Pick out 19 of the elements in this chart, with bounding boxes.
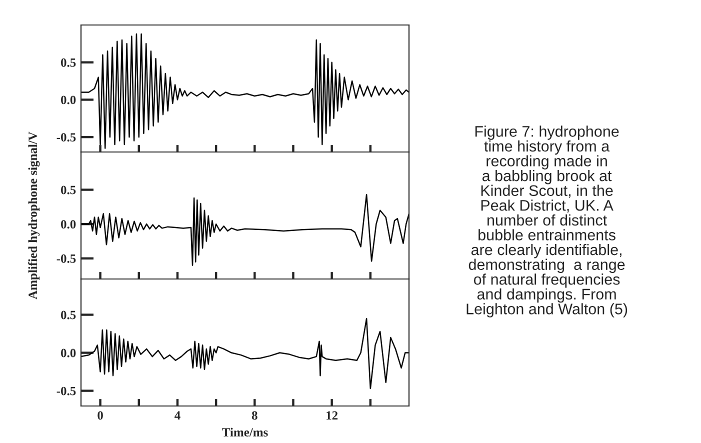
x-axis-title: Time/ms: [222, 428, 268, 437]
y-tick-label: 0.0: [60, 348, 76, 358]
y-tick-label: 0.0: [60, 220, 76, 229]
y-tick-label: 0.5: [60, 186, 76, 194]
y-tick-label: -0.5: [56, 133, 76, 142]
y-tick-label: -0.5: [56, 386, 76, 396]
line-series: [81, 194, 409, 266]
y-tick-label: 0.5: [60, 310, 76, 320]
x-tick-label: 0: [98, 411, 103, 420]
y-tick-label: 0.5: [60, 58, 76, 67]
y-tick-label: -0.5: [56, 254, 76, 263]
line-series: [81, 33, 409, 149]
text: Figure 7: hydrophone time history from a recording made in a babbling brook at Kinder Scout, in the Peak District, UK. A number of distinct bubble entrainments are clearly identifiable, demonstrating a range of natural frequencies and dampings. From Leighton and Walton (5): [466, 126, 628, 318]
x-tick-label: 4: [174, 411, 180, 420]
x-tick-label: 12: [326, 411, 338, 420]
line-series: [81, 318, 409, 390]
x-tick-label: 8: [252, 411, 258, 420]
y-axis-title: Amplified hydrophone signal/V: [28, 132, 40, 300]
y-tick-label: 0.0: [60, 96, 76, 104]
